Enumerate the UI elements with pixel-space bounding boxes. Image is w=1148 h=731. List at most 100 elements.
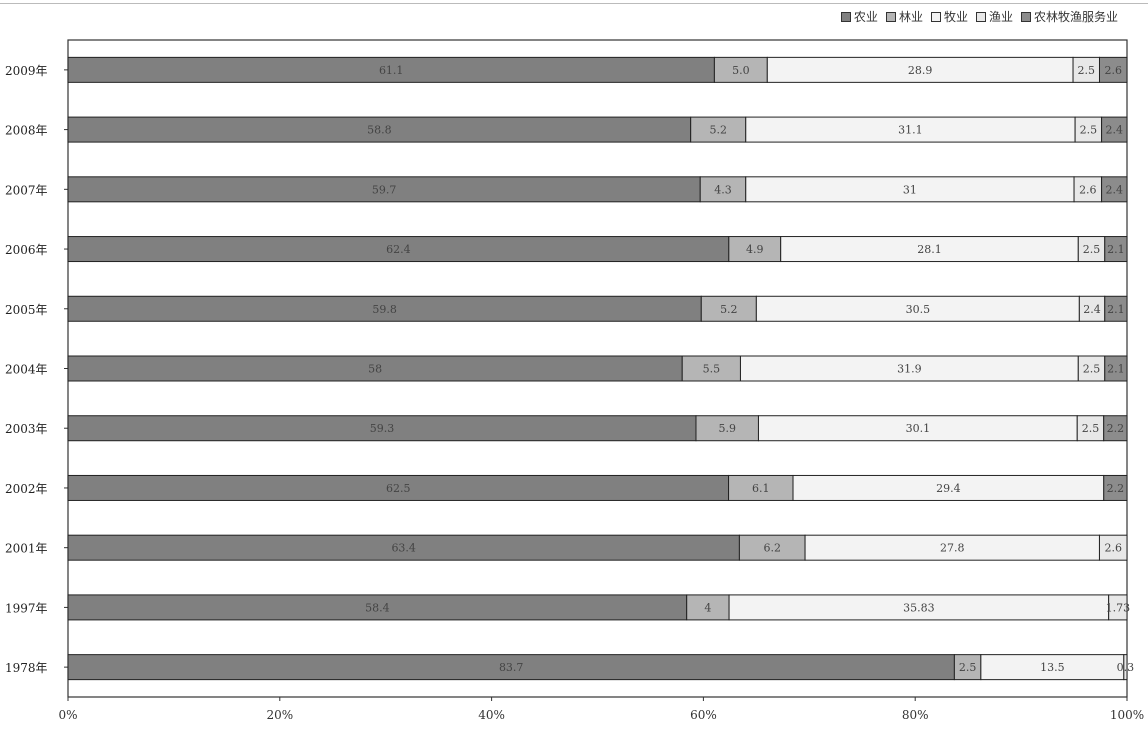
bar-segment (67, 355, 683, 382)
data-label: 62.5 (386, 482, 411, 495)
bar-segment (766, 56, 1074, 83)
bar-segment (67, 654, 955, 681)
data-label: 59.7 (372, 183, 397, 196)
bar-segment (67, 176, 701, 203)
y-category-label: 2004年 (5, 363, 48, 377)
bar-segment (780, 236, 1079, 263)
x-tick-label: 40% (478, 708, 505, 722)
data-label: 59.8 (372, 303, 397, 316)
data-label: 31.9 (897, 363, 922, 376)
legend-item: 牧业 (930, 8, 968, 25)
data-label: 30.1 (906, 422, 931, 435)
data-label: 2.1 (1107, 363, 1125, 376)
x-tick-label: 100% (1110, 708, 1144, 722)
data-label: 62.4 (386, 243, 411, 256)
bar-segment (1104, 236, 1128, 263)
data-label: 2.2 (1107, 482, 1125, 495)
data-label: 1.73 (1106, 601, 1131, 614)
data-label: 58.8 (367, 124, 392, 137)
bar-segment (1104, 355, 1128, 382)
bar-segment (1104, 295, 1128, 322)
bar-segment (757, 415, 1078, 442)
data-label: 35.83 (903, 601, 935, 614)
bar-segment (1074, 116, 1103, 143)
data-label: 2.6 (1104, 542, 1122, 555)
data-label: 13.5 (1040, 661, 1065, 674)
data-label: 2.5 (959, 661, 977, 674)
data-label: 2.5 (1078, 64, 1096, 77)
bar-segment (980, 654, 1125, 681)
legend-label: 农林牧渔服务业 (1033, 10, 1118, 24)
data-label: 0.3 (1117, 661, 1135, 674)
data-label: 2.1 (1107, 243, 1125, 256)
legend-label: 林业 (898, 10, 923, 24)
bar-segment (67, 594, 688, 621)
bar-segment (67, 415, 697, 442)
data-label: 29.4 (936, 482, 961, 495)
data-label: 4.9 (746, 243, 764, 256)
data-label: 6.2 (763, 542, 781, 555)
bar-segment (1123, 654, 1128, 681)
data-label: 58.4 (365, 601, 390, 614)
bar-segment (681, 355, 741, 382)
data-label: 5.5 (703, 363, 721, 376)
y-category-label: 2008年 (5, 124, 48, 138)
data-label: 2.5 (1080, 124, 1098, 137)
data-label: 28.9 (908, 64, 933, 77)
bar-segment (1077, 236, 1106, 263)
bar-segment (739, 355, 1079, 382)
data-label: 2.1 (1107, 303, 1125, 316)
legend-swatch (840, 11, 851, 22)
y-category-label: 2001年 (5, 542, 48, 556)
bar-segment (1108, 594, 1128, 621)
data-label: 31 (903, 183, 917, 196)
legend-swatch (930, 11, 941, 22)
bar-segment (686, 594, 730, 621)
data-label: 28.1 (917, 243, 942, 256)
data-label: 5.2 (720, 303, 738, 316)
data-label: 2.5 (1083, 363, 1101, 376)
y-category-label: 1978年 (5, 661, 48, 675)
y-category-label: 2003年 (5, 422, 48, 436)
legend-item: 林业 (885, 8, 923, 25)
x-tick-label: 20% (266, 708, 293, 722)
bar-segment (1103, 415, 1128, 442)
data-label: 59.3 (370, 422, 395, 435)
bar-segment (1103, 474, 1128, 501)
data-label: 2.5 (1082, 422, 1100, 435)
data-label: 2.6 (1079, 183, 1097, 196)
data-label: 27.8 (940, 542, 965, 555)
bar-segment (1073, 176, 1103, 203)
x-tick-label: 80% (902, 708, 929, 722)
data-label: 4.3 (714, 183, 732, 196)
bar-segment (728, 236, 782, 263)
bar-segment (1072, 56, 1100, 83)
bar-segment (1101, 116, 1128, 143)
data-label: 2.2 (1107, 422, 1125, 435)
data-label: 2.4 (1106, 124, 1124, 137)
bar-segment (728, 594, 1110, 621)
bar-segment (67, 534, 740, 561)
data-label: 5.0 (732, 64, 750, 77)
legend-swatch (1020, 11, 1031, 22)
y-category-label: 2005年 (5, 303, 48, 317)
bar-segment (804, 534, 1100, 561)
bar-segment (67, 116, 692, 143)
bar-segment (1098, 534, 1128, 561)
legend: 农业 林业 牧业 渔业 农林牧渔服务业 (840, 8, 1118, 25)
data-label: 2.5 (1083, 243, 1101, 256)
bar-segment (713, 56, 768, 83)
legend-item: 农林牧渔服务业 (1020, 8, 1118, 25)
data-label: 61.1 (379, 64, 404, 77)
data-label: 6.1 (752, 482, 770, 495)
legend-label: 农业 (853, 10, 878, 24)
bar-segment (699, 176, 747, 203)
y-category-label: 2007年 (5, 183, 48, 197)
x-tick-label: 0% (58, 708, 77, 722)
legend-swatch (975, 11, 986, 22)
data-label: 63.4 (391, 542, 416, 555)
top-rule (0, 3, 1148, 4)
y-category-label: 1997年 (5, 601, 48, 615)
bar-segment (1101, 176, 1128, 203)
data-label: 4 (704, 601, 711, 614)
